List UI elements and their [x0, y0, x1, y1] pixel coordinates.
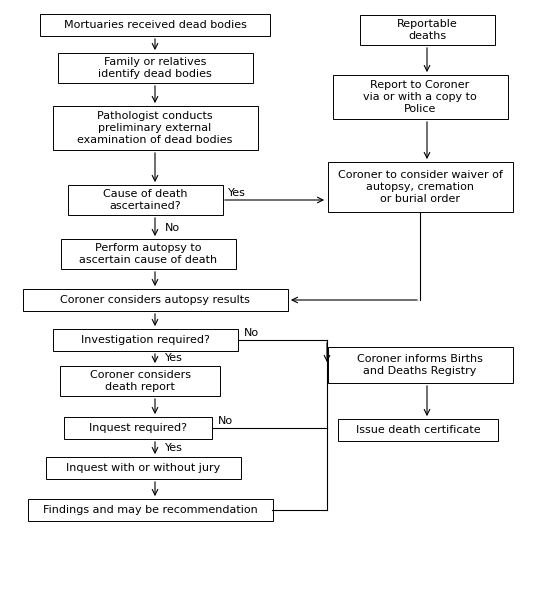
- Text: Inquest required?: Inquest required?: [89, 423, 187, 433]
- FancyBboxPatch shape: [46, 457, 240, 479]
- FancyBboxPatch shape: [360, 15, 494, 45]
- Text: Issue death certificate: Issue death certificate: [356, 425, 480, 435]
- Text: Family or relatives
identify dead bodies: Family or relatives identify dead bodies: [98, 57, 212, 79]
- Text: Coroner considers
death report: Coroner considers death report: [90, 370, 190, 392]
- Text: Findings and may be recommendation: Findings and may be recommendation: [43, 505, 257, 515]
- FancyBboxPatch shape: [60, 366, 220, 396]
- Text: Perform autopsy to
ascertain cause of death: Perform autopsy to ascertain cause of de…: [79, 243, 217, 265]
- Text: Coroner to consider waiver of
autopsy, cremation
or burial order: Coroner to consider waiver of autopsy, c…: [338, 169, 503, 204]
- FancyBboxPatch shape: [338, 419, 498, 441]
- FancyBboxPatch shape: [64, 417, 212, 439]
- FancyBboxPatch shape: [52, 329, 238, 351]
- Text: Pathologist conducts
preliminary external
examination of dead bodies: Pathologist conducts preliminary externa…: [78, 110, 233, 145]
- Text: No: No: [218, 416, 233, 426]
- FancyBboxPatch shape: [52, 106, 257, 150]
- Text: Report to Coroner
via or with a copy to
Police: Report to Coroner via or with a copy to …: [363, 80, 477, 114]
- Text: Yes: Yes: [165, 443, 183, 453]
- Text: Coroner considers autopsy results: Coroner considers autopsy results: [60, 295, 250, 305]
- FancyBboxPatch shape: [40, 14, 270, 36]
- FancyBboxPatch shape: [58, 53, 252, 83]
- FancyBboxPatch shape: [28, 499, 272, 521]
- FancyBboxPatch shape: [327, 162, 513, 212]
- Text: Reportable
deaths: Reportable deaths: [397, 19, 458, 41]
- FancyBboxPatch shape: [327, 347, 513, 383]
- FancyBboxPatch shape: [23, 289, 288, 311]
- FancyBboxPatch shape: [68, 185, 223, 215]
- Text: Yes: Yes: [228, 188, 246, 198]
- Text: Yes: Yes: [165, 353, 183, 363]
- Text: Mortuaries received dead bodies: Mortuaries received dead bodies: [64, 20, 246, 30]
- FancyBboxPatch shape: [333, 75, 508, 119]
- FancyBboxPatch shape: [60, 239, 235, 269]
- Text: Inquest with or without jury: Inquest with or without jury: [66, 463, 220, 473]
- Text: No: No: [165, 223, 180, 233]
- Text: Coroner informs Births
and Deaths Registry: Coroner informs Births and Deaths Regist…: [357, 354, 483, 376]
- Text: Investigation required?: Investigation required?: [80, 335, 210, 345]
- Text: Cause of death
ascertained?: Cause of death ascertained?: [103, 189, 187, 211]
- Text: No: No: [244, 328, 259, 338]
